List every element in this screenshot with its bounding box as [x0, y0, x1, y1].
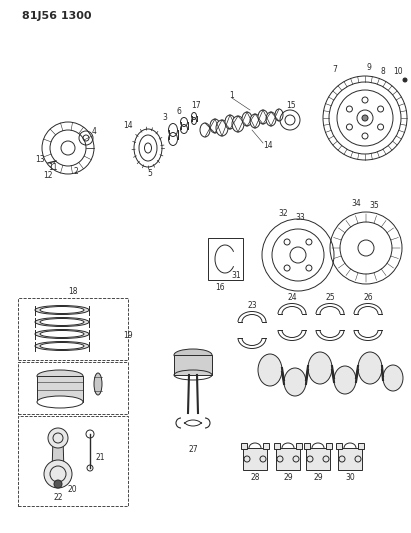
Text: 29: 29	[313, 473, 323, 482]
Ellipse shape	[200, 123, 210, 137]
Ellipse shape	[35, 342, 89, 351]
Bar	[18, 362, 128, 414]
Text: 8: 8	[381, 67, 386, 76]
Text: 12: 12	[43, 171, 53, 180]
Text: 13: 13	[35, 156, 45, 165]
Ellipse shape	[266, 112, 276, 126]
Bar	[358, 443, 364, 449]
Text: 4: 4	[92, 127, 97, 136]
Bar	[336, 443, 342, 449]
Text: 10: 10	[393, 67, 403, 76]
Ellipse shape	[284, 368, 306, 396]
Ellipse shape	[258, 354, 282, 386]
Bar	[174, 355, 212, 375]
Text: 1: 1	[230, 92, 234, 101]
Text: 20: 20	[67, 486, 77, 495]
Text: 22: 22	[53, 494, 63, 503]
Text: 6: 6	[177, 107, 181, 116]
Text: 9: 9	[367, 63, 372, 72]
Ellipse shape	[383, 365, 403, 391]
Ellipse shape	[35, 305, 89, 314]
Bar	[208, 238, 243, 280]
Ellipse shape	[35, 318, 89, 327]
Text: 17: 17	[191, 101, 201, 110]
Text: 2: 2	[74, 167, 79, 176]
Circle shape	[48, 428, 68, 448]
Ellipse shape	[94, 373, 102, 395]
Ellipse shape	[334, 366, 356, 394]
Text: 28: 28	[250, 473, 260, 482]
Polygon shape	[52, 438, 64, 472]
Bar	[243, 448, 267, 470]
Ellipse shape	[180, 117, 187, 126]
Text: 3: 3	[163, 114, 167, 123]
Text: 33: 33	[295, 213, 305, 222]
Text: 29: 29	[283, 473, 293, 482]
Ellipse shape	[35, 329, 89, 338]
Text: 21: 21	[95, 454, 105, 463]
Text: 19: 19	[123, 332, 133, 341]
Ellipse shape	[174, 349, 212, 361]
Ellipse shape	[250, 114, 260, 128]
Circle shape	[362, 115, 368, 121]
Text: 11: 11	[48, 164, 58, 173]
Bar	[263, 443, 269, 449]
Circle shape	[403, 78, 407, 82]
Ellipse shape	[169, 124, 178, 136]
Text: 16: 16	[215, 284, 225, 293]
Ellipse shape	[216, 120, 228, 136]
Bar	[241, 443, 247, 449]
Bar	[18, 298, 128, 360]
Bar	[274, 443, 280, 449]
Text: 5: 5	[148, 169, 152, 179]
Ellipse shape	[37, 370, 83, 382]
Text: 14: 14	[123, 122, 133, 131]
Ellipse shape	[232, 116, 244, 132]
Ellipse shape	[258, 110, 268, 124]
Text: 18: 18	[68, 287, 78, 295]
Ellipse shape	[308, 352, 332, 384]
Bar	[306, 448, 330, 470]
Text: 30: 30	[345, 473, 355, 482]
Text: 7: 7	[332, 66, 337, 75]
Ellipse shape	[40, 343, 84, 350]
Bar	[296, 443, 302, 449]
Ellipse shape	[192, 112, 196, 119]
Text: 32: 32	[278, 208, 288, 217]
Bar	[37, 376, 83, 402]
Text: 35: 35	[369, 201, 379, 211]
Ellipse shape	[40, 319, 84, 326]
Ellipse shape	[242, 112, 252, 126]
Bar	[338, 448, 362, 470]
Text: 14: 14	[263, 141, 273, 149]
Bar	[276, 448, 300, 470]
Ellipse shape	[40, 306, 84, 313]
Text: 26: 26	[363, 294, 373, 303]
Circle shape	[44, 460, 72, 488]
Text: 23: 23	[247, 302, 257, 311]
Text: 34: 34	[351, 199, 361, 208]
Circle shape	[54, 480, 62, 488]
Text: 81J56 1300: 81J56 1300	[22, 11, 92, 21]
Text: 15: 15	[286, 101, 296, 109]
Ellipse shape	[225, 115, 235, 129]
Bar	[304, 443, 310, 449]
Text: 31: 31	[231, 271, 241, 280]
Ellipse shape	[358, 352, 382, 384]
Text: 25: 25	[325, 294, 335, 303]
Ellipse shape	[275, 109, 283, 121]
Text: 27: 27	[188, 446, 198, 455]
Ellipse shape	[40, 330, 84, 337]
Bar	[326, 443, 332, 449]
Bar	[18, 416, 128, 506]
Ellipse shape	[37, 396, 83, 408]
Text: 24: 24	[287, 294, 297, 303]
Ellipse shape	[210, 119, 220, 133]
